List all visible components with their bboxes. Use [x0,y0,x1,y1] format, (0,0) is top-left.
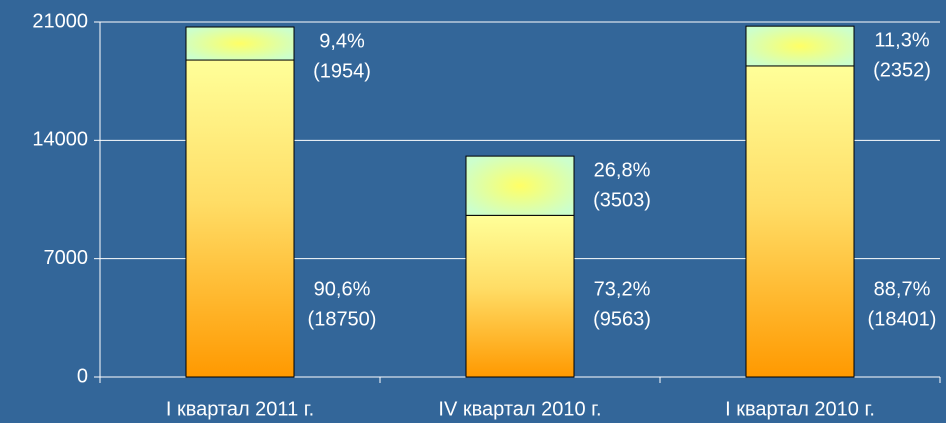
share-label: 9,4% [319,30,365,52]
y-tick-label: 0 [77,365,88,387]
share-label: 73,2% [594,278,651,300]
bar-segment [185,59,295,378]
x-tick-label: I квартал 2011 г. [166,398,314,420]
bar-segment [745,65,855,378]
bar-segment [185,26,295,61]
bar-segment [465,214,575,378]
x-tick-label: I квартал 2010 г. [725,398,875,420]
value-label: (1954) [313,60,371,82]
y-tick-label: 14000 [32,129,88,151]
value-label: (3503) [593,189,651,211]
x-tick-label: IV квартал 2010 г. [438,398,601,420]
share-label: 88,7% [874,278,931,300]
y-tick-label: 7000 [44,247,89,269]
bar-segment [465,155,575,216]
value-label: (18401) [868,308,937,330]
value-label: (9563) [593,308,651,330]
share-label: 90,6% [314,278,371,300]
bar-segment [745,25,855,67]
value-label: (2352) [873,59,931,81]
share-label: 26,8% [594,159,651,181]
value-label: (18750) [308,308,377,330]
share-label: 11,3% [874,29,929,51]
y-tick-label: 21000 [32,10,88,32]
